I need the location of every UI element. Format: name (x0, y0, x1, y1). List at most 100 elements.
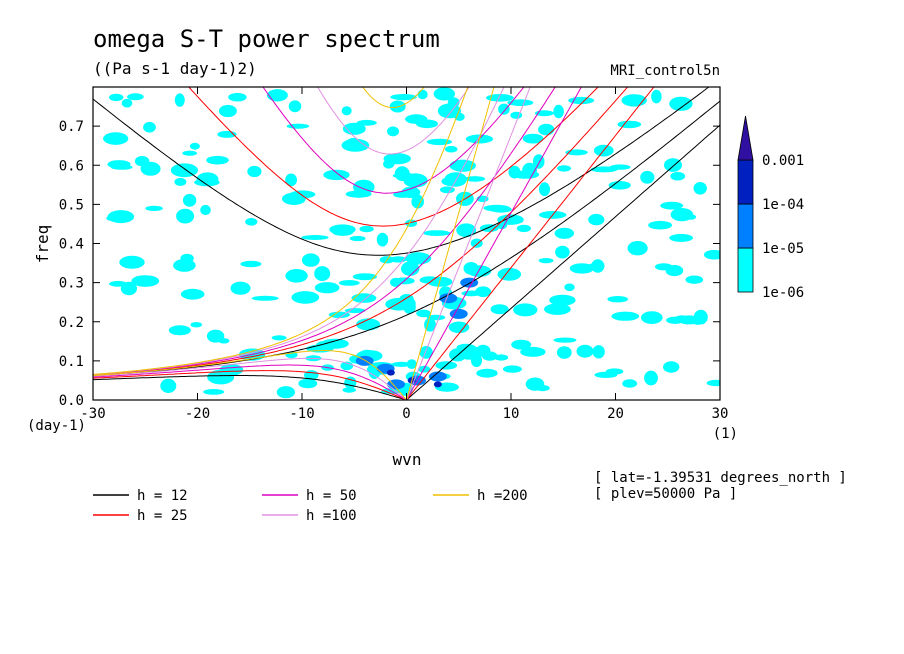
contour-blob-1e-06 (240, 260, 262, 268)
dispersion-curve-h25-mrg (93, 87, 629, 376)
contour-blob-1e-06 (121, 98, 133, 108)
contour-blob-1e-06 (617, 120, 642, 129)
x-tick-label: -30 (80, 406, 105, 422)
contour-blob-1e-06 (444, 145, 458, 153)
contour-blob-1e-06 (341, 106, 352, 116)
dispersion-curve-h100-mrg (93, 87, 505, 376)
contour-blob-1e-06 (607, 296, 628, 303)
contour-blob-1e-06 (376, 232, 389, 247)
dispersion-curve-h50-er1 (93, 364, 407, 400)
contour-blob-1e-06 (103, 132, 129, 145)
contour-blob-1e-06 (508, 165, 521, 179)
contour-blob-1e-06 (644, 370, 658, 386)
contour-blob-1e-06 (660, 201, 684, 210)
contour-blob-1e-06 (288, 100, 302, 113)
contour-blob-1e-06 (502, 365, 522, 373)
contour-blob-1e-06 (479, 224, 499, 233)
y-axis-ticks: 0.0 0.1 0.2 0.3 0.4 0.5 0.6 0.7 (59, 119, 720, 409)
colorbar-label: 1e-04 (762, 197, 804, 213)
x-axis-unit: (1) (713, 426, 738, 442)
contour-blob-1e-06 (497, 214, 524, 225)
contour-blob-1e-06 (251, 295, 279, 301)
contour-blob-1e-06 (314, 266, 331, 282)
contour-blob-1e-06 (706, 379, 720, 387)
dispersion-curve-h25-kelvin (406, 87, 655, 400)
contour-blob-1e-06 (342, 122, 366, 135)
x-tick-label: -20 (185, 406, 210, 422)
contour-blob-1e-06 (490, 304, 509, 315)
x-tick-label: 0 (402, 406, 410, 422)
legend-label: h =200 (477, 488, 528, 504)
contour-blob-1e-06 (441, 176, 466, 187)
contour-blob-1e-06 (622, 379, 638, 388)
contour-blob-1e-06 (564, 283, 575, 292)
contour-blob-1e-06 (285, 173, 297, 187)
contour-blob-1e-06 (392, 173, 417, 179)
contour-blob-1e-06 (314, 282, 340, 294)
contour-blob-1e-06 (516, 224, 532, 233)
legend: h = 12 h = 25 h = 50 h =100 h =200 (93, 488, 528, 524)
colorbar: 1e-06 1e-05 1e-04 0.001 (737, 115, 804, 301)
contour-blob-1e-06 (416, 119, 438, 129)
dispersion-curve-h12-ig1 (93, 87, 710, 256)
colorbar-segment (737, 203, 754, 249)
contour-blob-1e-06 (651, 89, 662, 104)
contour-blob-1e-06 (134, 156, 150, 167)
x-tick-label: 20 (607, 406, 624, 422)
contour-blob-1e-06 (356, 318, 381, 331)
contour-blob-1e-06 (176, 208, 195, 224)
y-axis-label: freq (33, 225, 52, 264)
x-tick-label: -10 (289, 406, 314, 422)
contour-blob-1e-06 (160, 378, 177, 393)
dispersion-curve-h200-mrg (93, 87, 469, 375)
contour-blob-1e-06 (655, 263, 673, 271)
contour-blob-1e-06 (555, 245, 570, 259)
contour-blob-1e-06 (439, 186, 455, 194)
contour-blob-1e-05 (439, 293, 458, 304)
chart-source: MRI_control5n (610, 63, 720, 79)
colorbar-segment (737, 115, 754, 161)
contour-blob-1e-06 (145, 205, 163, 211)
contour-blob-1e-06 (332, 228, 354, 236)
colorbar-segment (737, 247, 754, 293)
y-tick-label: 0.6 (59, 158, 84, 174)
y-tick-label: 0.3 (59, 276, 84, 292)
contour-blob-1e-06 (590, 166, 618, 173)
contour-blob-1e-06 (627, 241, 648, 256)
contour-blob-1e-06 (119, 255, 145, 269)
contour-blob-1e-06 (592, 345, 605, 359)
contour-blob-1e-06 (470, 238, 483, 248)
contour-blob-1e-06 (174, 93, 185, 107)
contour-blob-1e-06 (109, 93, 124, 102)
contour-blob-1e-06 (538, 123, 555, 136)
legend-label: h =100 (306, 508, 357, 524)
contour-blob-1e-06 (338, 280, 360, 286)
y-tick-label: 0.7 (59, 119, 84, 135)
contour-blob-1e-06 (298, 378, 318, 389)
contour-blob-1e-06 (228, 92, 247, 102)
contour-blob-1e-06 (110, 164, 133, 170)
contour-blob-1e-06 (190, 322, 203, 328)
contour-blob-1e-06 (403, 300, 416, 314)
contour-blob-1e-06 (182, 150, 198, 156)
contour-blob-1e-06 (675, 315, 688, 321)
x-tick-label: 30 (712, 406, 729, 422)
contour-blob-1e-06 (437, 103, 461, 119)
contour-blob-1e-06 (670, 171, 686, 181)
contour-blob-1e-06 (342, 387, 356, 393)
dispersion-curve-h25-ig1 (188, 87, 599, 227)
dispersion-curve-h25-er1 (93, 370, 407, 400)
contour-blob-1e-06 (247, 165, 262, 178)
contour-blob-1e-06 (475, 344, 491, 357)
contour-blob-1e-06 (553, 104, 564, 119)
contour-blob-1e-06 (107, 210, 135, 224)
contour-blob-1e-06 (301, 253, 320, 267)
power-contours (103, 87, 720, 399)
contour-blob-1e-06 (544, 303, 571, 315)
contour-blob-1e-06 (143, 121, 156, 133)
contour-blob-1e-06 (341, 138, 370, 152)
contour-blob-1e-06 (594, 371, 618, 378)
contour-blob-1e-06 (203, 389, 225, 395)
dispersion-curve-h12-er1 (93, 375, 407, 400)
dispersion-curve-h100-er1 (93, 357, 407, 400)
